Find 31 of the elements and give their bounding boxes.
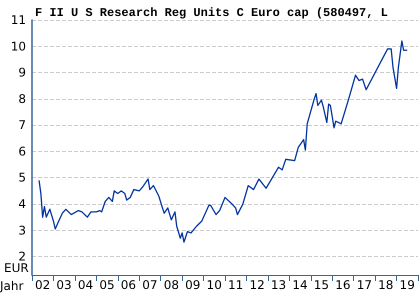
y-tick-label: 6 [18,144,26,158]
y-tick-label: 2 [18,250,26,264]
y-tick-label: 3 [18,223,26,238]
x-tick-label: 10 [206,278,222,292]
y-tick-label: 8 [18,92,26,106]
x-tick-label: 05 [99,278,115,292]
x-tick-label: 14 [292,278,308,292]
y-tick-label: 11 [10,13,26,27]
x-tick-label: 12 [249,278,265,292]
x-tick-label: 16 [335,278,351,292]
y-tick-label: 10 [10,39,26,54]
x-tick-label: 07 [142,278,158,292]
y-tick-label: 5 [18,170,26,185]
x-tick-label: 08 [164,278,179,292]
line-series [38,40,408,243]
x-tick-label: 11 [228,278,244,292]
x-tick-label: 19 [400,278,415,292]
x-tick-label: 09 [185,278,200,292]
x-tick-label: 03 [56,278,72,292]
y-tick-label: 7 [18,118,26,132]
x-tick-label: 06 [120,278,136,292]
x-tick-label: 17 [356,278,372,292]
y-axis-title: EUR [4,261,29,275]
x-tick-label: 15 [314,278,330,292]
x-tick-label: 02 [34,278,50,292]
x-tick-label: 18 [378,278,394,292]
x-tick-label: 04 [78,278,94,292]
x-tick-label: 13 [270,278,286,292]
chart-title: F II U S Research Reg Units C Euro cap (580497, L [35,6,388,20]
y-tick-label: 4 [18,197,26,212]
y-tick-label: 9 [18,66,26,80]
